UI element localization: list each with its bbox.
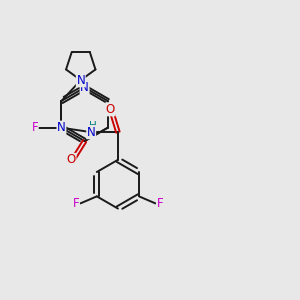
Text: F: F bbox=[157, 197, 163, 210]
Text: H: H bbox=[89, 121, 97, 130]
Text: F: F bbox=[73, 197, 79, 210]
Text: F: F bbox=[32, 121, 38, 134]
Text: N: N bbox=[57, 121, 66, 134]
Text: N: N bbox=[80, 81, 89, 94]
Text: N: N bbox=[76, 74, 85, 87]
Text: O: O bbox=[67, 154, 76, 166]
Text: N: N bbox=[87, 126, 95, 139]
Text: O: O bbox=[106, 103, 115, 116]
